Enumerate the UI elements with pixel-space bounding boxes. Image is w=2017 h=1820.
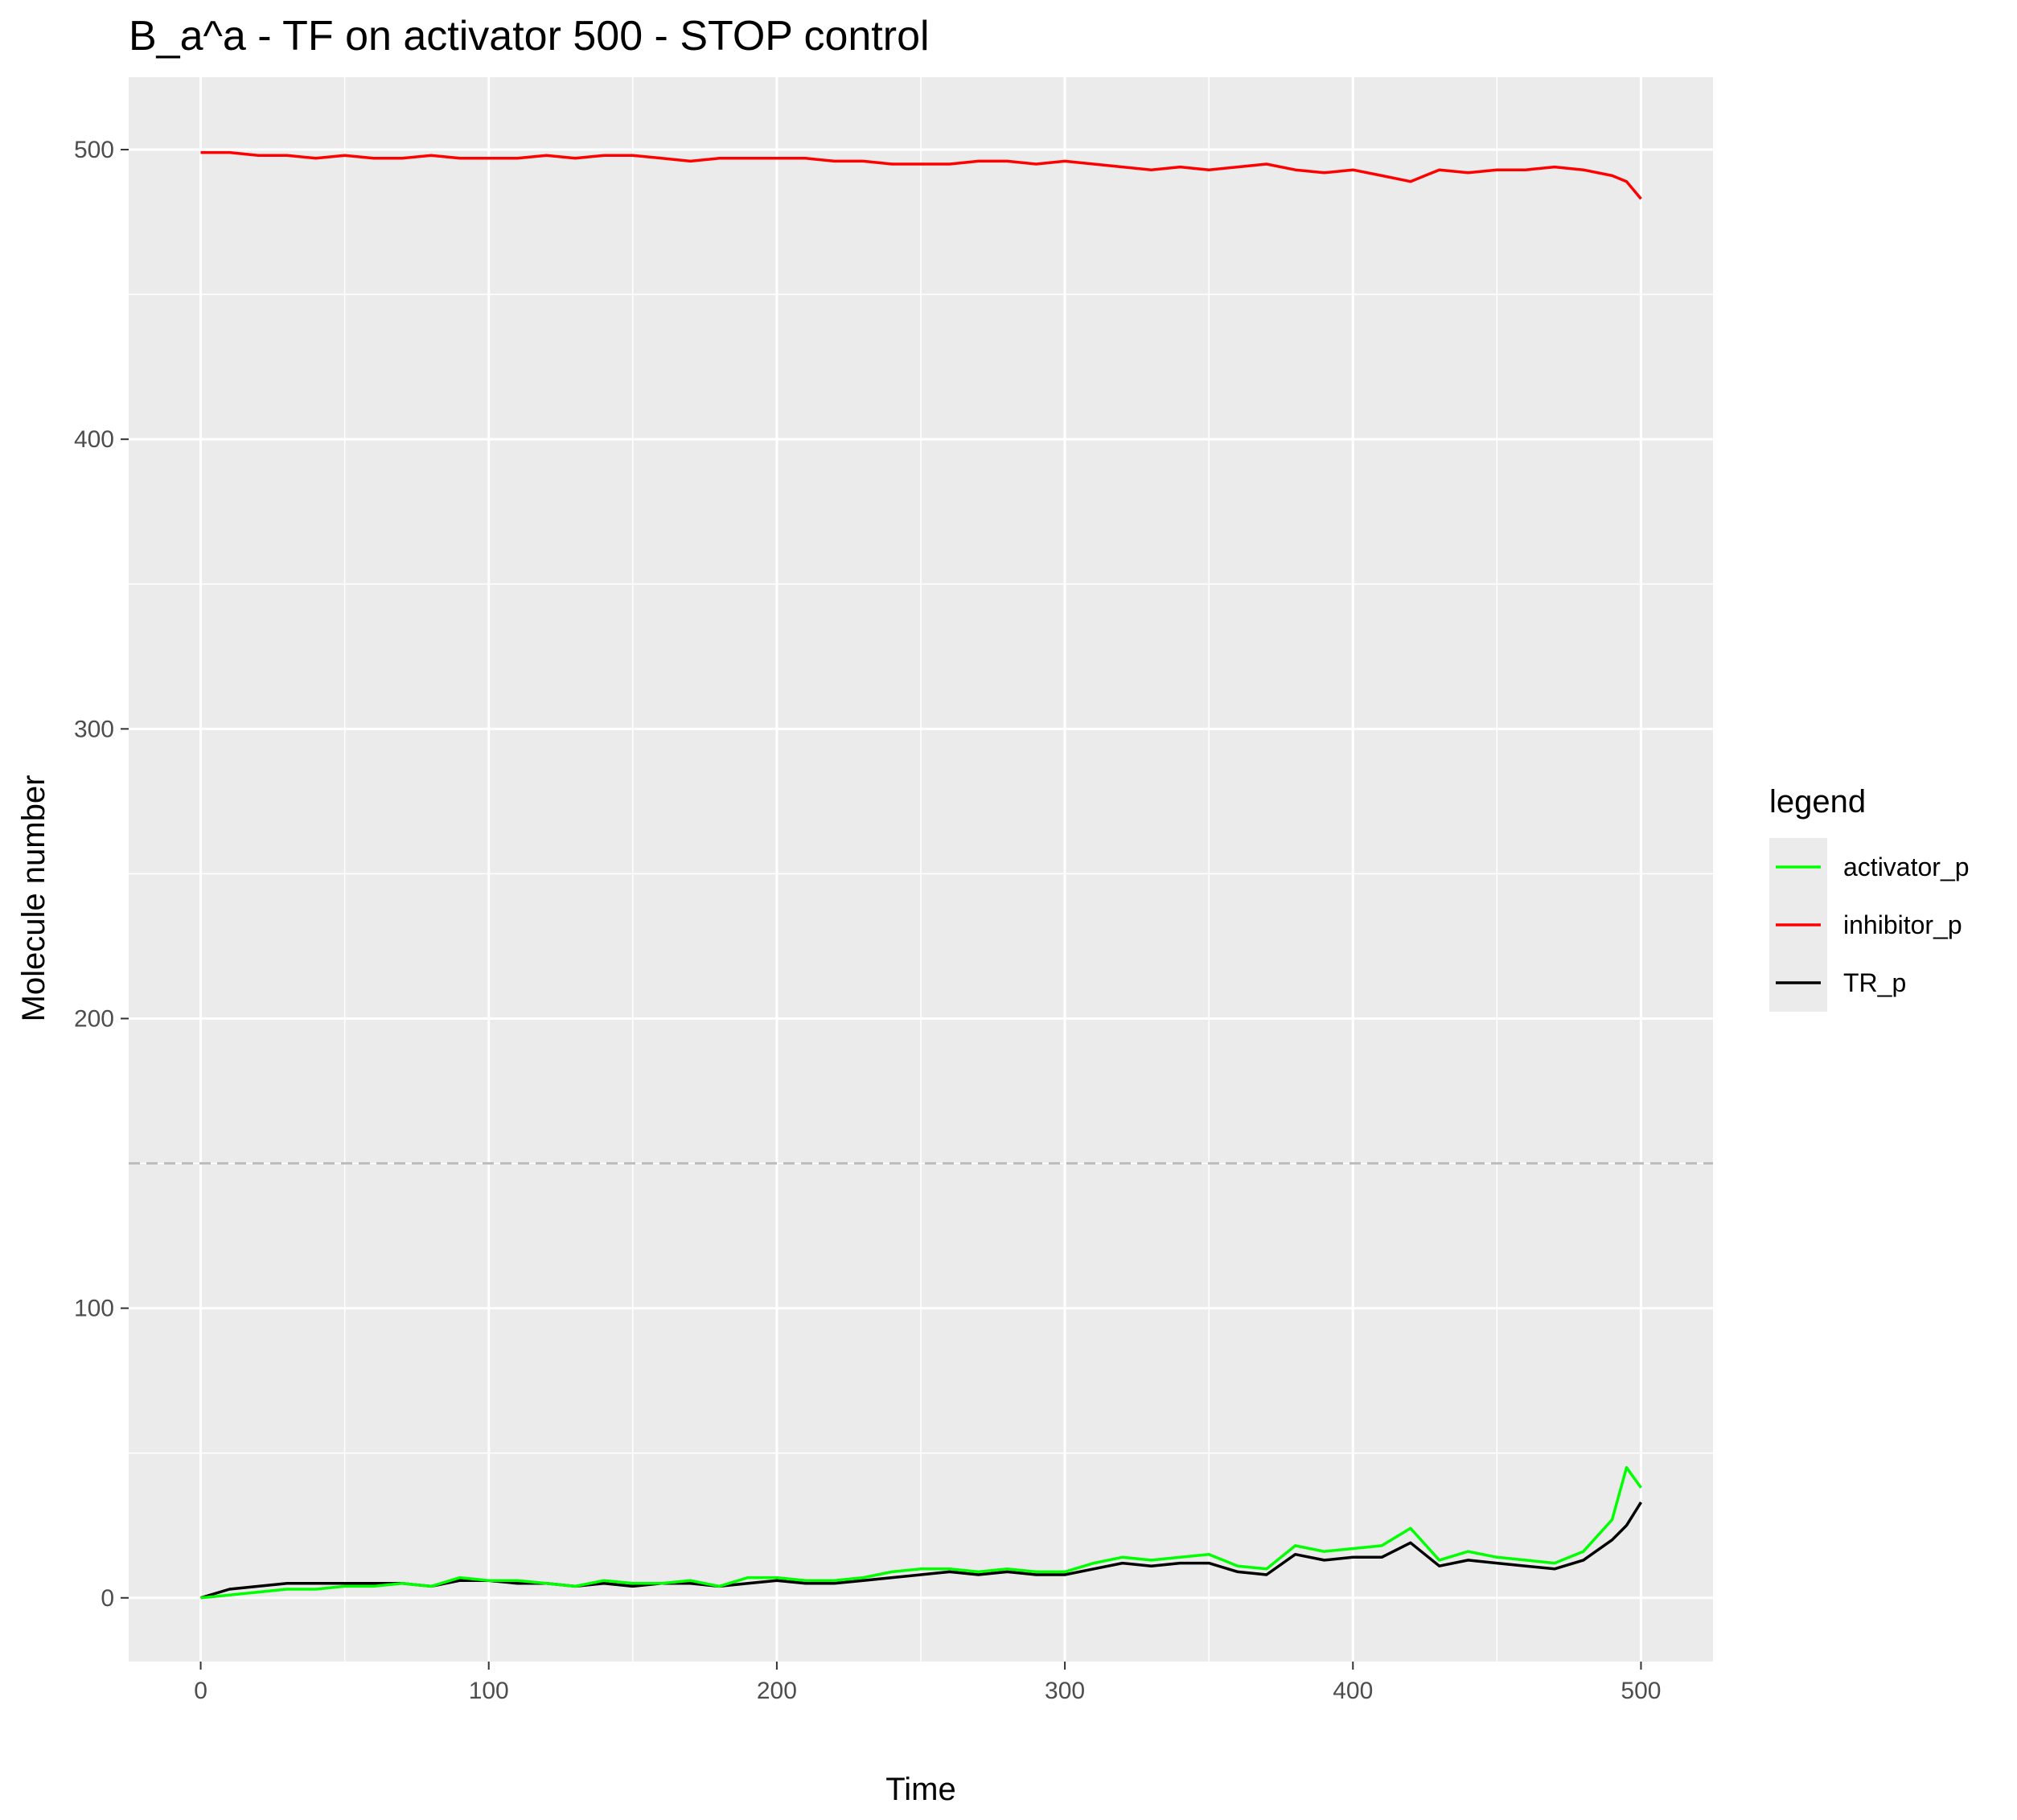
series-line-activator_p <box>200 1465 1642 1600</box>
legend: legend activator_p inhibitor_p TR_p <box>1769 784 1970 1012</box>
legend-label-inhibitor_p: inhibitor_p <box>1843 910 1962 939</box>
series-line-inhibitor_p <box>200 150 1642 200</box>
x-tick-label: 0 <box>194 1678 207 1704</box>
y-axis-title: Molecule number <box>16 775 51 1022</box>
x-axis-title: Time <box>885 1772 955 1807</box>
x-tick-label: 300 <box>1045 1678 1085 1704</box>
y-tick-label: 200 <box>74 1005 114 1032</box>
y-tick-label: 500 <box>74 137 114 163</box>
chart-title: B_a^a - TF on activator 500 - STOP contr… <box>129 13 930 60</box>
x-tick-label: 200 <box>757 1678 797 1704</box>
legend-title: legend <box>1769 784 1866 820</box>
legend-items: activator_p inhibitor_p TR_p <box>1776 852 1970 997</box>
y-tick-label: 400 <box>74 426 114 453</box>
y-tick-label: 0 <box>101 1585 114 1612</box>
x-tick-label: 500 <box>1621 1678 1661 1704</box>
x-tick-label: 400 <box>1333 1678 1373 1704</box>
y-tick-label: 300 <box>74 716 114 742</box>
legend-label-activator_p: activator_p <box>1843 852 1970 881</box>
x-tick-label: 100 <box>469 1678 509 1704</box>
axis-ticks: 0 100 200 300 400 500 0 100 200 300 400 500 <box>74 137 1662 1704</box>
y-tick-label: 100 <box>74 1296 114 1322</box>
series-group <box>199 150 1642 1600</box>
grid-lines <box>129 77 1713 1662</box>
legend-label-TR_p: TR_p <box>1843 968 1906 997</box>
